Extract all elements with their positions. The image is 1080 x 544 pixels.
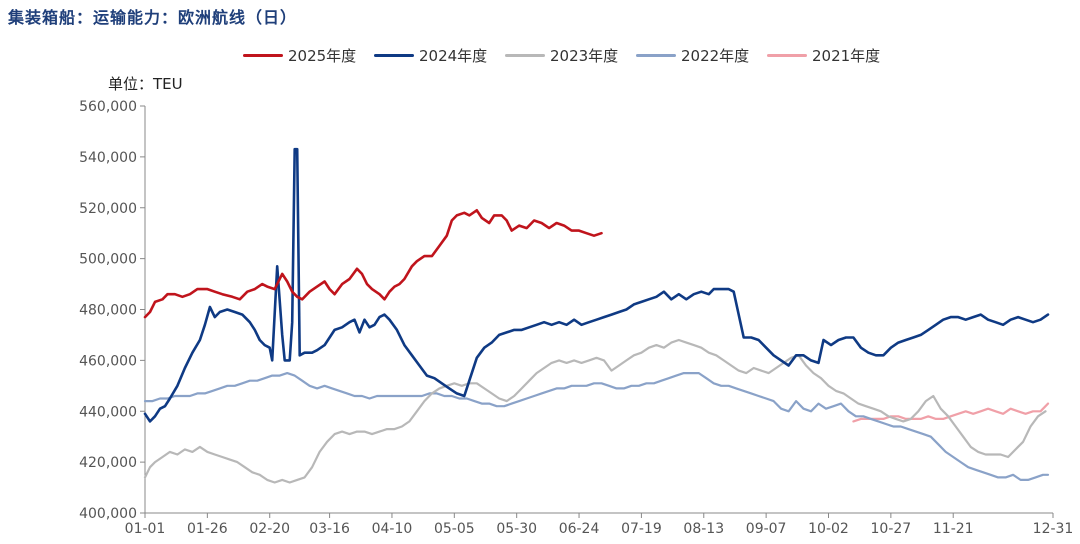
x-tick-label: 06-24: [559, 521, 600, 537]
unit-label: 单位：TEU: [108, 75, 183, 93]
x-tick-label: 07-19: [621, 521, 662, 537]
series-line-2021年度: [852, 402, 1050, 423]
y-tick-label: 440,000: [79, 404, 137, 420]
y-tick-label: 540,000: [79, 150, 137, 166]
x-tick-label: 09-07: [746, 521, 787, 537]
legend-swatch-2023: [505, 53, 545, 57]
y-tick-label: 520,000: [79, 201, 137, 217]
legend: 2025年度 2024年度 2023年度 2022年度 2021年度: [0, 44, 1080, 66]
y-tick-label: 560,000: [79, 99, 137, 115]
x-tick-label: 05-05: [434, 521, 475, 537]
legend-label-2024: 2024年度: [419, 46, 488, 65]
legend-swatch-2022: [636, 53, 676, 57]
legend-item-2022[interactable]: 2022年度: [636, 44, 749, 66]
y-tick-label: 460,000: [79, 353, 137, 369]
x-tick-label: 04-10: [372, 521, 413, 537]
series-layer: [143, 147, 1050, 484]
legend-label-2025: 2025年度: [288, 46, 357, 65]
x-tick-label: 10-27: [871, 521, 912, 537]
legend-item-2025[interactable]: 2025年度: [243, 44, 356, 66]
x-tick-label: 11-21: [933, 521, 974, 537]
x-tick-label: 05-30: [496, 521, 537, 537]
x-tick-label: 02-20: [249, 521, 290, 537]
legend-item-2024[interactable]: 2024年度: [374, 44, 487, 66]
chart-title: 集装箱船：运输能力：欧洲航线（日）: [8, 8, 298, 27]
y-tick-label: 480,000: [79, 303, 137, 319]
y-tick-label: 500,000: [79, 252, 137, 268]
legend-swatch-2021: [767, 53, 807, 57]
legend-item-2023[interactable]: 2023年度: [505, 44, 618, 66]
y-tick-label: 400,000: [79, 506, 137, 522]
series-line-2025年度: [143, 209, 603, 319]
x-tick-label: 03-16: [309, 521, 350, 537]
x-tick-label: 10-02: [808, 521, 849, 537]
axes: 400,000 420,000 440,000 460,000 480,000 500,0…: [79, 99, 1073, 537]
y-tick-label: 420,000: [79, 455, 137, 471]
series-line-2022年度: [143, 372, 1050, 481]
x-tick-label: 08-13: [683, 521, 724, 537]
series-line-2023年度: [143, 338, 1047, 484]
legend-label-2023: 2023年度: [550, 46, 619, 65]
series-line-2024年度: [143, 147, 1050, 423]
x-tick-label: 12-31: [1033, 521, 1074, 537]
legend-swatch-2024: [374, 53, 414, 57]
x-tick-label: 01-01: [125, 521, 166, 537]
x-tick-label: 01-26: [187, 521, 228, 537]
legend-item-2021[interactable]: 2021年度: [767, 44, 880, 66]
legend-label-2021: 2021年度: [812, 46, 881, 65]
legend-label-2022: 2022年度: [681, 46, 750, 65]
legend-swatch-2025: [243, 53, 283, 57]
